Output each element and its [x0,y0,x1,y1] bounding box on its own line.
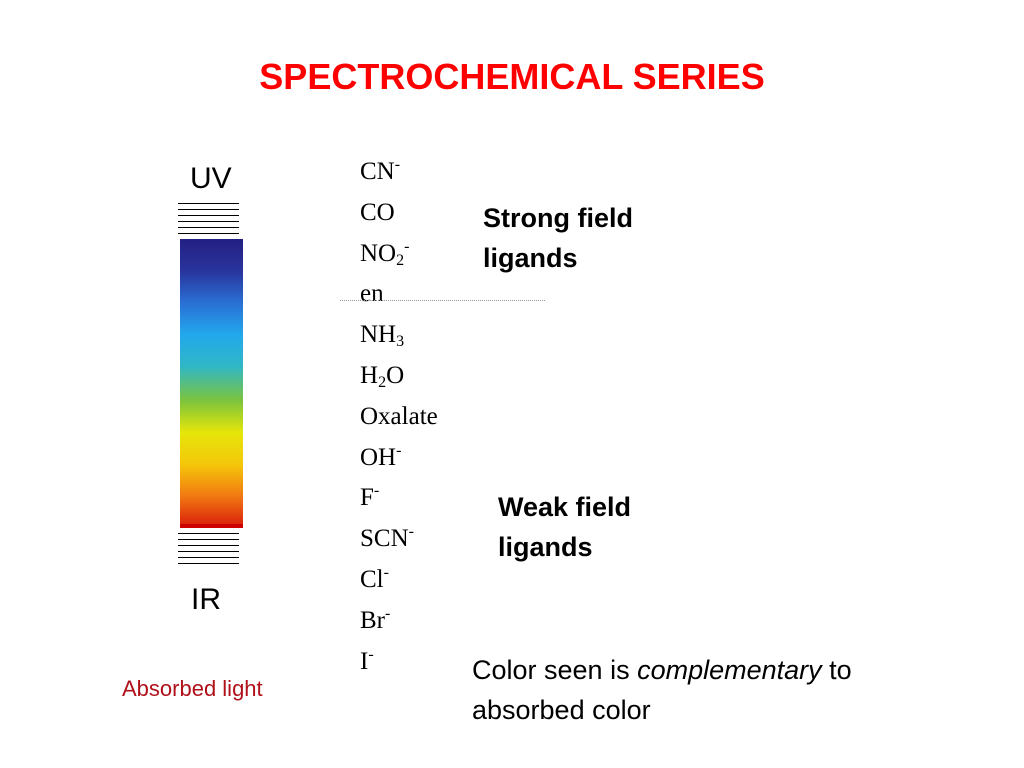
absorbed-light-spectrum-bar [180,239,243,528]
ligand-item: NH3 [360,321,405,351]
weak-field-label: Weak field ligands [498,492,632,562]
ligand-item: Cl- [360,563,389,593]
ligand-item: CO [360,198,395,226]
ligand-item: SCN- [360,523,414,553]
ir-label: IR [191,583,221,616]
ligand-item: en [360,280,384,308]
ligand-item: OH- [360,441,402,471]
strong-field-label: Strong field ligands [483,203,633,273]
ligand-item: H2O [360,361,405,391]
ligand-item: Oxalate [360,402,438,430]
ligand-item: NO2- [360,237,410,269]
ligand-series-list: CN- CO NO2- en NH3 H2O Oxalate OH- F- SCN- Cl- Br- I… [360,152,438,682]
ligand-item: Br- [360,604,391,634]
uv-label: UV [190,162,232,195]
ligand-item: I- [360,645,374,675]
ligand-item: F- [360,482,380,512]
ir-hatch-lines [178,533,239,569]
ligand-item: CN- [360,156,401,186]
absorbed-light-caption: Absorbed light [122,676,263,701]
spectrum-red-edge [180,524,243,528]
uv-hatch-lines [178,203,239,239]
slide-title: SPECTROCHEMICAL SERIES [259,56,765,97]
complementary-color-note: Color seen is complementary to absorbed … [472,655,852,725]
strong-weak-divider [340,300,545,301]
